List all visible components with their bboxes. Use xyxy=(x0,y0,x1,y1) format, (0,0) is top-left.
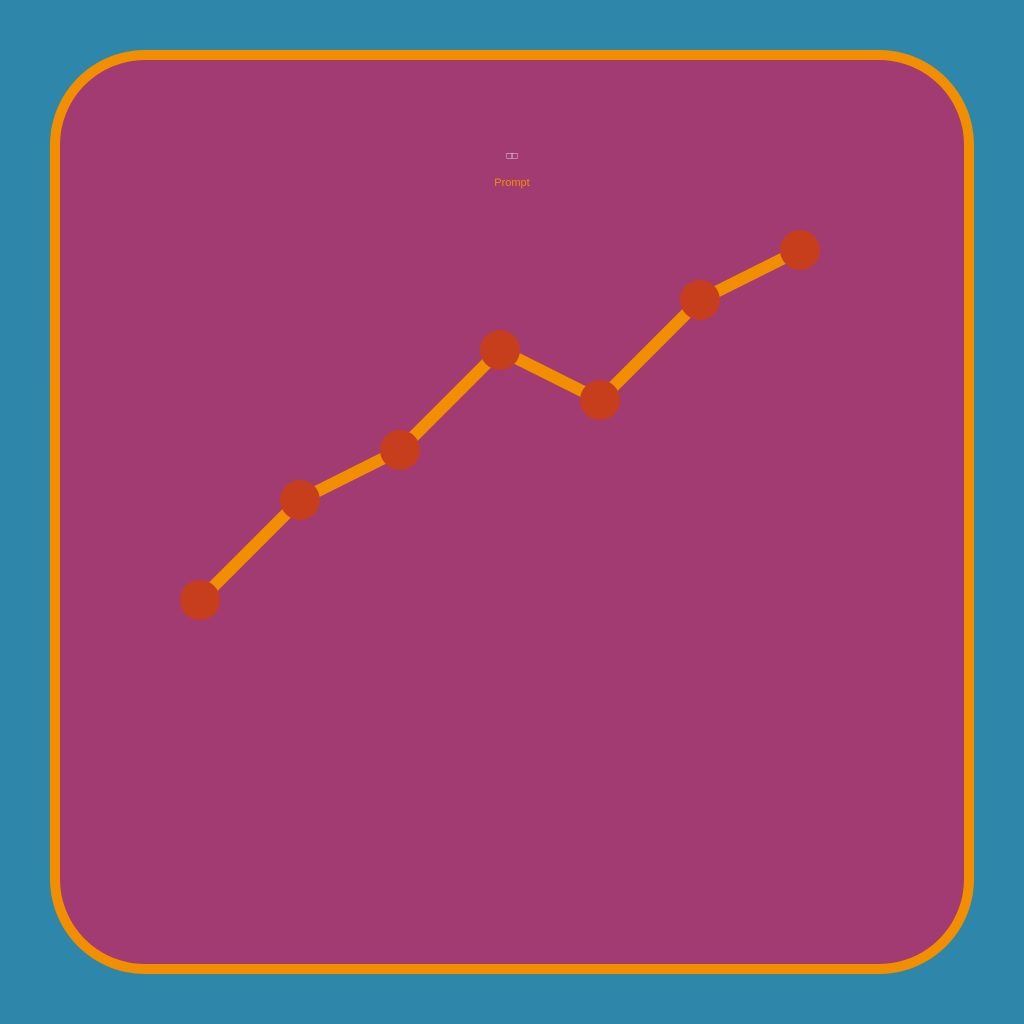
chart-title: □□ xyxy=(507,150,518,160)
marker xyxy=(680,280,720,320)
marker xyxy=(380,430,420,470)
chart-subtitle: Prompt xyxy=(494,177,529,189)
marker xyxy=(180,580,220,620)
marker xyxy=(780,230,820,270)
card xyxy=(50,50,974,974)
marker xyxy=(580,380,620,420)
marker xyxy=(280,480,320,520)
marker xyxy=(480,330,520,370)
